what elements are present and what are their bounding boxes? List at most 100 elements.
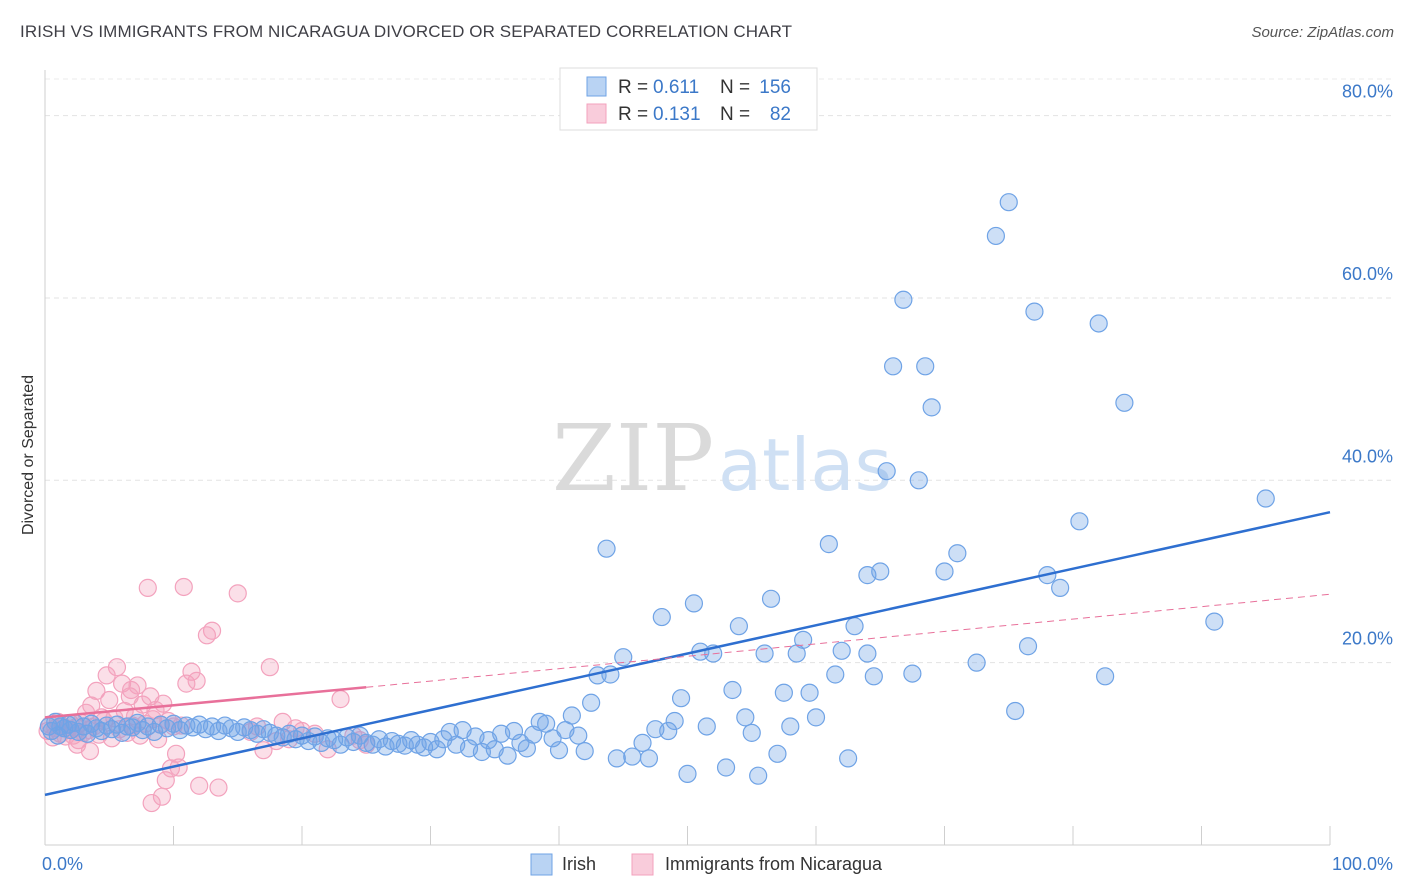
legend-irish-r-value: 0.611 (653, 77, 699, 98)
irish-point (1256, 489, 1275, 508)
irish-point (671, 689, 691, 708)
irish-point (948, 544, 967, 563)
irish-point (883, 357, 903, 376)
irish-point (549, 741, 569, 760)
irish-point (633, 733, 652, 752)
irish-point (761, 589, 781, 608)
irish-point (597, 539, 616, 558)
irish-point (562, 706, 581, 725)
irish-point (582, 693, 601, 712)
watermark-atlas: atlas (718, 423, 892, 507)
nicaragua-point (100, 690, 119, 710)
irish-point (659, 721, 678, 741)
irish-point (530, 712, 549, 732)
irish-trend-line (44, 510, 1331, 797)
irish-point (678, 764, 697, 783)
nicaragua-point (107, 658, 127, 677)
legend-nicaragua-r-label: R = (618, 104, 648, 125)
irish-point (697, 717, 716, 736)
bottom-legend-swatch-irish (530, 853, 553, 876)
irish-point (118, 717, 137, 736)
correlation-legend: R = 0.611 N = 156 R = 0.131 N = 82 (559, 67, 818, 131)
irish-point (543, 729, 562, 748)
irish-point (916, 357, 935, 376)
irish-point (858, 644, 877, 663)
irish-point (1006, 701, 1025, 721)
irish-point (639, 749, 659, 768)
irish-point (575, 741, 594, 761)
nicaragua-point (187, 671, 206, 690)
nicaragua-point (331, 690, 350, 709)
irish-point (819, 535, 838, 554)
irish-point (742, 723, 761, 742)
nicaragua-point (87, 681, 106, 701)
legend-irish-r-label: R = (618, 77, 648, 98)
nicaragua-point (177, 674, 196, 693)
irish-point (800, 683, 819, 702)
irish-point (729, 617, 749, 636)
irish-point (177, 716, 196, 735)
irish-point (909, 471, 928, 490)
legend-irish-n-label: N = (720, 77, 750, 98)
nicaragua-point (121, 680, 141, 700)
irish-point (839, 749, 858, 768)
trend-lines (44, 510, 1331, 797)
irish-points (39, 193, 1275, 785)
nicaragua-point (154, 694, 173, 713)
y-tick-label: 80.0% (1342, 82, 1393, 102)
chart-title: IRISH VS IMMIGRANTS FROM NICARAGUA DIVOR… (20, 22, 793, 41)
irish-point (498, 746, 517, 765)
irish-point (350, 726, 369, 745)
legend-irish-n-value: 156 (759, 77, 791, 98)
irish-point (794, 630, 813, 649)
y-tick-label: 40.0% (1342, 446, 1393, 466)
y-tick-label: 20.0% (1342, 629, 1393, 649)
irish-point (922, 398, 941, 417)
irish-point (806, 708, 826, 727)
irish-point (774, 683, 793, 702)
irish-point (755, 644, 774, 663)
irish-point (652, 607, 671, 627)
irish-point (504, 721, 524, 741)
irish-point (607, 749, 626, 768)
irish-point (826, 665, 845, 684)
irish-point (69, 722, 88, 742)
legend-nicaragua-r-value: 0.131 (653, 104, 701, 125)
bottom-legend-label-irish: Irish (562, 854, 596, 874)
irish-point (1115, 393, 1134, 412)
irish-point (87, 719, 106, 738)
nicaragua-point (182, 662, 201, 681)
irish-point (864, 667, 883, 686)
legend-swatch-nicaragua (586, 103, 607, 124)
x-tick-label-min: 0.0% (42, 854, 83, 874)
irish-point (871, 562, 890, 581)
irish-point (781, 717, 800, 736)
irish-point (723, 680, 742, 700)
bottom-legend-label-nicaragua: Immigrants from Nicaragua (665, 854, 883, 874)
nicaragua-point (190, 776, 209, 795)
x-ticks (173, 826, 1331, 845)
irish-point (1025, 302, 1044, 321)
nicaragua-trend-line (44, 686, 367, 719)
irish-point (1205, 612, 1224, 631)
watermark: ZIP atlas (552, 405, 892, 512)
irish-point (999, 193, 1018, 212)
irish-point (614, 648, 633, 667)
irish-point (1096, 667, 1115, 686)
nicaragua-point (260, 658, 279, 677)
y-axis-title: Divorced or Separated (20, 375, 37, 535)
nicaragua-point (202, 621, 222, 640)
nicaragua-points (38, 577, 376, 813)
irish-point (1070, 512, 1089, 531)
nicaragua-point (228, 584, 247, 603)
irish-point (832, 641, 851, 660)
legend-swatch-irish (586, 76, 607, 97)
legend-nicaragua-n-value: 82 (770, 104, 791, 125)
chart-source: Source: ZipAtlas.com (1251, 24, 1394, 41)
irish-point (935, 562, 954, 581)
irish-point (986, 226, 1006, 246)
series-legend: Irish Immigrants from Nicaragua (530, 853, 883, 876)
y-tick-label: 60.0% (1342, 264, 1393, 284)
irish-point (845, 617, 864, 636)
